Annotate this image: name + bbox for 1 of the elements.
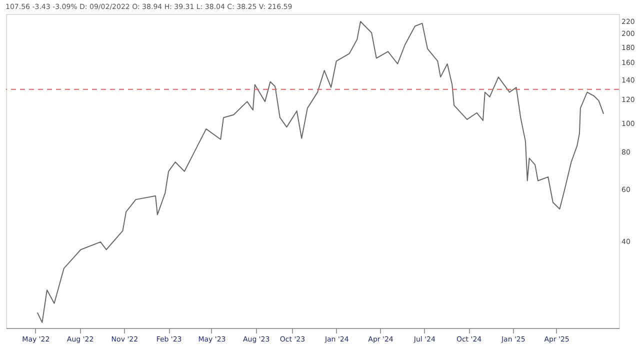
line-series [36,20,604,323]
